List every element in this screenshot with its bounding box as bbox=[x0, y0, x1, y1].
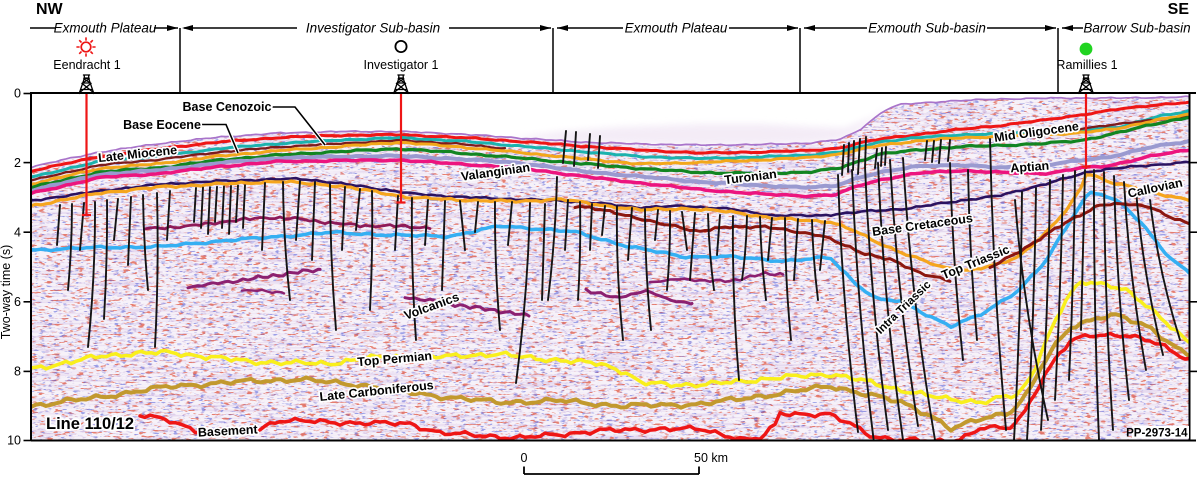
svg-text:Line 110/12: Line 110/12 bbox=[46, 415, 134, 433]
svg-text:8: 8 bbox=[14, 365, 21, 379]
svg-text:10: 10 bbox=[7, 434, 21, 448]
svg-text:50 km: 50 km bbox=[694, 451, 728, 465]
svg-text:Eendracht 1: Eendracht 1 bbox=[53, 58, 120, 72]
svg-text:Basement: Basement bbox=[198, 422, 259, 439]
svg-text:0: 0 bbox=[521, 451, 528, 465]
svg-text:2: 2 bbox=[14, 156, 21, 170]
svg-text:Ramillies 1: Ramillies 1 bbox=[1056, 58, 1117, 72]
svg-text:0: 0 bbox=[14, 87, 21, 101]
svg-text:SE: SE bbox=[1168, 1, 1190, 18]
svg-text:Aptian: Aptian bbox=[1010, 159, 1050, 176]
svg-text:Exmouth Plateau: Exmouth Plateau bbox=[625, 21, 728, 36]
svg-text:4: 4 bbox=[14, 225, 21, 239]
svg-text:Exmouth Plateau: Exmouth Plateau bbox=[54, 21, 157, 36]
svg-text:Base Eocene: Base Eocene bbox=[123, 118, 201, 132]
svg-text:PP-2973-14: PP-2973-14 bbox=[1126, 428, 1188, 440]
svg-text:Two-way time (s): Two-way time (s) bbox=[0, 245, 13, 339]
svg-text:Barrow Sub-basin: Barrow Sub-basin bbox=[1083, 21, 1190, 36]
svg-text:NW: NW bbox=[36, 1, 64, 18]
svg-text:Investigator Sub-basin: Investigator Sub-basin bbox=[306, 21, 440, 36]
svg-text:Base Cenozoic: Base Cenozoic bbox=[183, 100, 272, 114]
svg-text:Investigator 1: Investigator 1 bbox=[363, 58, 438, 72]
svg-text:Exmouth Sub-basin: Exmouth Sub-basin bbox=[868, 21, 986, 36]
svg-text:6: 6 bbox=[14, 295, 21, 309]
